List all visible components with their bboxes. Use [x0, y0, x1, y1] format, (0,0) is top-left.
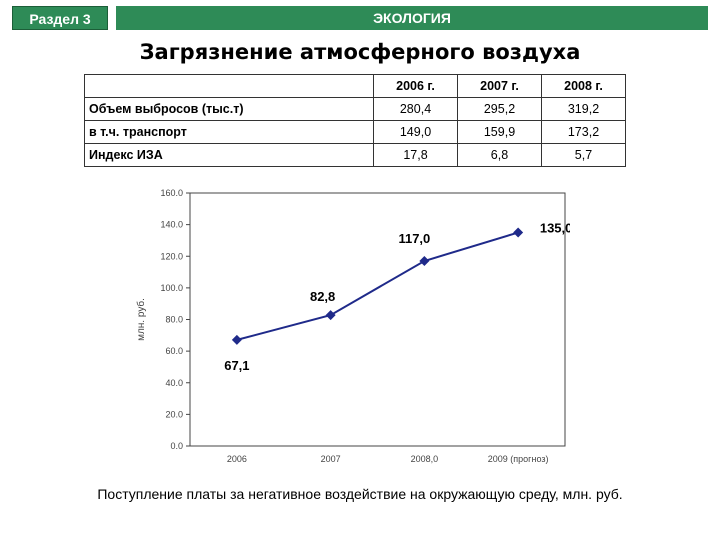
- y-tick-label: 40.0: [165, 378, 183, 388]
- table-cell: 5,7: [541, 143, 626, 167]
- chart-svg: 0.0 20.0 40.0 60.0 80.0 100.0 120.0 140.0 160.0 м…: [135, 188, 572, 464]
- table-row: Индекс ИЗА 17,8 6,8 5,7: [84, 143, 626, 167]
- table-row: Объем выбросов (тыс.т) 280,4 295,2 319,2: [84, 97, 626, 121]
- data-label: 67,1: [224, 358, 249, 373]
- table-cell: 159,9: [457, 120, 542, 144]
- header-bar: Раздел 3 ЭКОЛОГИЯ: [0, 0, 720, 34]
- column-header: 2008 г.: [541, 74, 626, 98]
- y-tick-label: 80.0: [165, 315, 183, 325]
- y-tick-label: 0.0: [170, 441, 183, 451]
- column-header: 2007 г.: [457, 74, 542, 98]
- y-tick-label: 160.0: [160, 188, 183, 198]
- x-tick-label: 2009 (прогноз): [488, 454, 549, 464]
- data-point: [513, 227, 524, 238]
- table-cell: 6,8: [457, 143, 542, 167]
- x-tick-label: 2008,0: [411, 454, 439, 464]
- row-label: в т.ч. транспорт: [84, 120, 374, 144]
- table-header-row: 2006 г. 2007 г. 2008 г.: [84, 74, 626, 98]
- series-line: [236, 231, 519, 341]
- table-cell: 319,2: [541, 97, 626, 121]
- table-cell: 17,8: [373, 143, 458, 167]
- row-label: Индекс ИЗА: [84, 143, 374, 167]
- emissions-table: 2006 г. 2007 г. 2008 г. Объем выбросов (…: [84, 74, 626, 167]
- table-cell: 295,2: [457, 97, 542, 121]
- topic-title: ЭКОЛОГИЯ: [116, 6, 708, 30]
- data-label: 82,8: [310, 289, 335, 304]
- row-label: Объем выбросов (тыс.т): [84, 97, 374, 121]
- y-tick-label: 60.0: [165, 346, 183, 356]
- data-point: [325, 310, 336, 321]
- data-point: [419, 255, 430, 266]
- x-tick-label: 2006: [227, 454, 247, 464]
- y-tick-label: 140.0: [160, 220, 183, 230]
- table-cell: 173,2: [541, 120, 626, 144]
- plot-frame: [189, 192, 566, 447]
- y-tick-label: 20.0: [165, 409, 183, 419]
- chart-caption: Поступление платы за негативное воздейст…: [97, 486, 623, 502]
- table-corner-cell: [84, 74, 374, 98]
- line-chart: 0.0 20.0 40.0 60.0 80.0 100.0 120.0 140.0 160.0 м…: [130, 183, 572, 473]
- y-axis-label: млн. руб.: [135, 298, 147, 341]
- section-label: Раздел 3: [12, 6, 108, 30]
- data-point: [231, 334, 242, 345]
- x-tick-label: 2007: [321, 454, 341, 464]
- y-tick-label: 120.0: [160, 251, 183, 261]
- page-title: Загрязнение атмосферного воздуха: [139, 40, 581, 64]
- table-cell: 149,0: [373, 120, 458, 144]
- data-label: 117,0: [398, 231, 430, 246]
- data-label: 135,0: [540, 221, 570, 236]
- table-row: в т.ч. транспорт 149,0 159,9 173,2: [84, 120, 626, 144]
- column-header: 2006 г.: [373, 74, 458, 98]
- table-cell: 280,4: [373, 97, 458, 121]
- y-tick-label: 100.0: [160, 283, 183, 293]
